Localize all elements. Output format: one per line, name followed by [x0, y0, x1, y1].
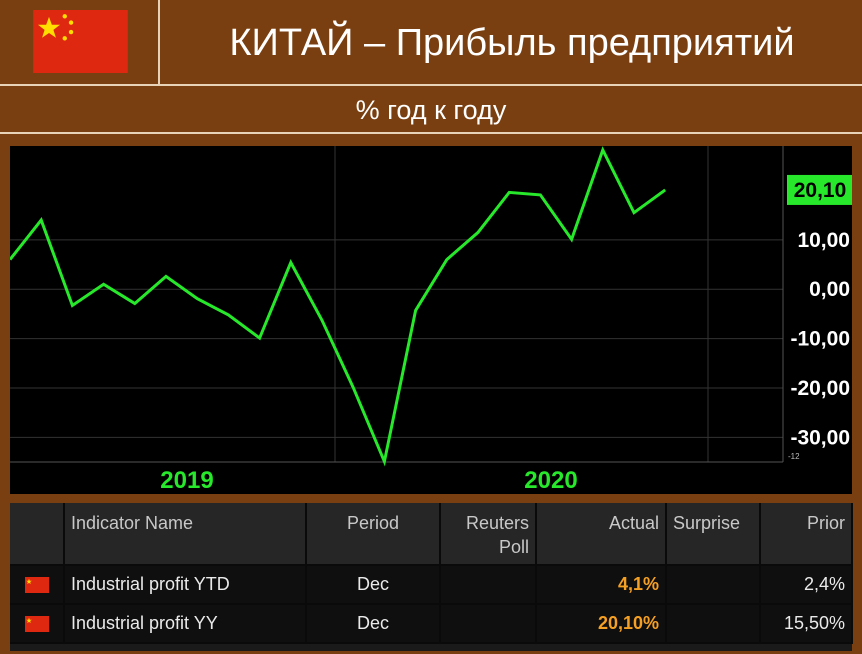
table-row: Industrial profit YY Dec 20,10% 15,50%: [10, 604, 853, 644]
col-header-reuters-poll: Reuters Poll: [440, 503, 537, 566]
col-header-indicator: Indicator Name: [64, 503, 307, 566]
cell-surprise: [666, 565, 761, 605]
col-header-flag: [10, 503, 65, 566]
subtitle-bar: % год к году: [0, 86, 862, 134]
col-header-period: Period: [306, 503, 441, 566]
cell-indicator: Industrial profit YY: [64, 604, 307, 644]
y-tick-label: 0,00: [809, 278, 850, 301]
row-flag-cell: [10, 604, 65, 644]
flag-cell: [0, 0, 160, 84]
cell-prior: 15,50%: [760, 604, 853, 644]
y-tick-label: -20,00: [790, 377, 850, 400]
y-tick-label: -30,00: [790, 426, 850, 449]
page-title: КИТАЙ – Прибыль предприятий: [229, 22, 795, 64]
header-bar: КИТАЙ – Прибыль предприятий: [0, 0, 862, 86]
col-header-prior: Prior: [760, 503, 853, 566]
last-value-label: 20,10: [794, 179, 847, 202]
table-row: Industrial profit YTD Dec 4,1% 2,4%: [10, 565, 853, 605]
cell-poll: [440, 565, 537, 605]
indicator-table-panel: Indicator Name Period Reuters Poll Actua…: [10, 503, 853, 651]
china-flag-icon: [33, 10, 128, 73]
china-flag-icon: [24, 577, 49, 594]
indicator-table: Indicator Name Period Reuters Poll Actua…: [10, 503, 853, 644]
col-header-surprise: Surprise: [666, 503, 761, 566]
corner-label: -12: [788, 452, 800, 461]
x-year-label: 2020: [524, 467, 577, 494]
last-value-tag: [787, 174, 852, 205]
page-subtitle: % год к году: [355, 95, 507, 125]
row-flag-cell: [10, 565, 65, 605]
series-line: [10, 146, 667, 467]
cell-actual: 20,10%: [536, 604, 667, 644]
x-year-label: 2019: [160, 467, 213, 494]
cell-prior: 2,4%: [760, 565, 853, 605]
china-flag-icon: [24, 616, 49, 633]
cell-period: Dec: [306, 604, 441, 644]
chart-panel: 20,10 10,00 0,00 -10,00 -20,00 -30,00 -12 2019 2…: [10, 146, 852, 494]
y-tick-label: -10,00: [790, 328, 850, 351]
col-header-actual: Actual: [536, 503, 667, 566]
cell-poll: [440, 604, 537, 644]
cell-indicator: Industrial profit YTD: [64, 565, 307, 605]
cell-surprise: [666, 604, 761, 644]
y-tick-label: 10,00: [797, 229, 850, 252]
line-chart: 20,10 10,00 0,00 -10,00 -20,00 -30,00 -12 2019 2…: [10, 146, 852, 494]
table-header-row: Indicator Name Period Reuters Poll Actua…: [10, 503, 853, 566]
cell-actual: 4,1%: [536, 565, 667, 605]
cell-period: Dec: [306, 565, 441, 605]
